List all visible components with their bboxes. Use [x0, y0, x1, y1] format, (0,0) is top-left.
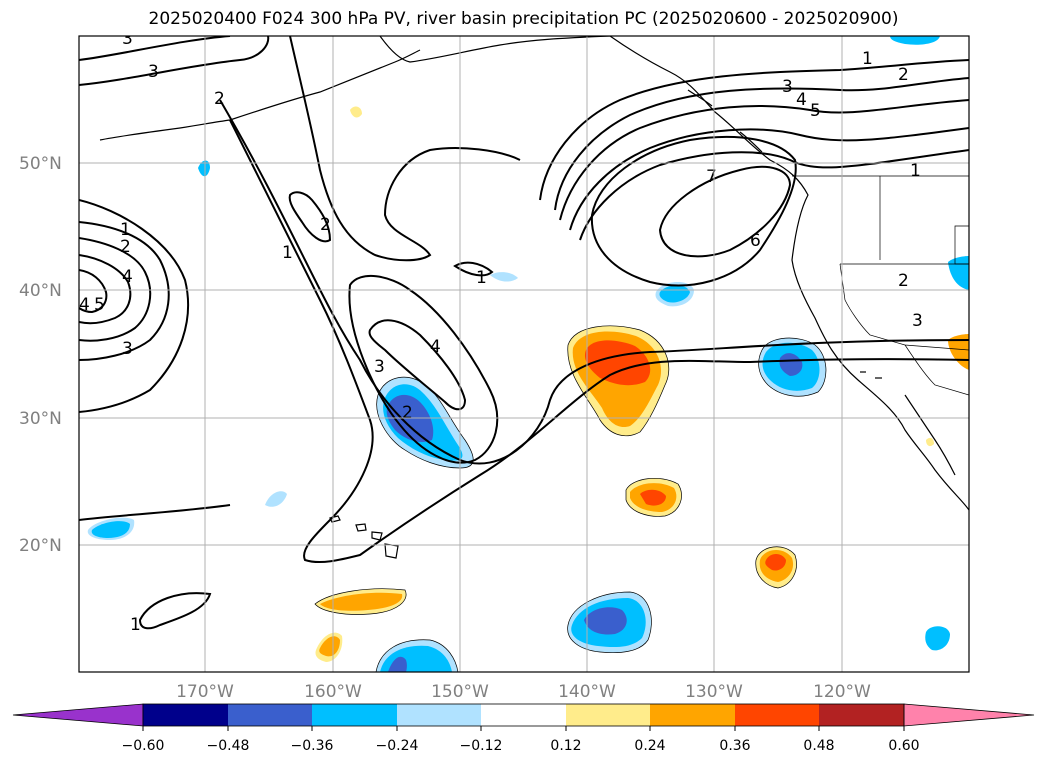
svg-text:5: 5: [94, 295, 105, 315]
pv-labels: 1 2 3 4 5 7 6 1 4 3 2 1 2 3 2 1 2 4 5 3 …: [79, 29, 923, 635]
lat-tick-30: 30°N: [19, 409, 62, 429]
colorbar-extend-low: [12, 703, 144, 727]
lon-tick-170: 170°W: [176, 682, 234, 702]
colorbar-bin-1: [143, 704, 228, 726]
lon-tick-130: 130°W: [685, 682, 743, 702]
lon-tick-150: 150°W: [431, 682, 489, 702]
lat-tick-20: 20°N: [19, 536, 62, 556]
svg-text:1: 1: [910, 161, 921, 181]
svg-text:3: 3: [122, 339, 133, 359]
colorbar-tick-label: −0.24: [376, 738, 419, 754]
svg-text:2: 2: [214, 89, 225, 109]
lon-tick-140: 140°W: [558, 682, 616, 702]
borders: [792, 175, 969, 396]
colorbar-bin-4: [397, 704, 481, 726]
colorbar-extend-high: [903, 703, 1035, 727]
svg-text:2: 2: [402, 403, 413, 423]
colorbar-tick-label: −0.60: [122, 738, 165, 754]
pv-label-3: 3: [782, 77, 793, 97]
svg-text:3: 3: [374, 357, 385, 377]
map-frame: [78, 35, 970, 673]
pv-label-4: 4: [796, 90, 807, 110]
svg-text:2: 2: [120, 237, 131, 257]
colorbar-tick-label: 0.36: [719, 738, 750, 754]
lon-tick-labels: 170°W 160°W 150°W 140°W 130°W 120°W: [176, 682, 871, 702]
colorbar-bin-7: [650, 704, 735, 726]
svg-text:3: 3: [912, 311, 923, 331]
colorbar-tick-label: −0.36: [291, 738, 334, 754]
colorbar-bin-5: [481, 704, 566, 726]
pv-label-2: 2: [898, 65, 909, 85]
lat-tick-50: 50°N: [19, 154, 62, 174]
svg-text:2: 2: [898, 271, 909, 291]
colorbar-ticks: [142, 726, 905, 731]
pv-contours: [79, 36, 969, 630]
svg-text:4: 4: [430, 337, 441, 357]
colorbar-bin-3: [312, 704, 397, 726]
lon-tick-160: 160°W: [304, 682, 362, 702]
lat-tick-labels: 50°N 40°N 30°N 20°N: [19, 154, 62, 556]
svg-text:3: 3: [148, 62, 159, 82]
map-title: 2025020400 F024 300 hPa PV, river basin …: [148, 9, 899, 29]
coastlines: [99, 36, 969, 559]
svg-text:4: 4: [122, 267, 133, 287]
map-area: 1 2 3 4 5 7 6 1 4 3 2 1 2 3 2 1 2 4 5 3 …: [79, 29, 969, 672]
precip-anomalies: [87, 36, 969, 672]
svg-text:4: 4: [79, 295, 90, 315]
colorbar-tick-label: 0.48: [803, 738, 834, 754]
pv-label-5: 5: [810, 101, 821, 121]
colorbar-bin-8: [735, 704, 819, 726]
gridlines: [79, 36, 969, 672]
svg-text:1: 1: [282, 243, 293, 263]
colorbar-tick-label: 0.60: [888, 738, 919, 754]
pv-label-1: 1: [862, 49, 873, 69]
pv-label-6: 6: [750, 231, 761, 251]
svg-text:3: 3: [122, 29, 133, 49]
colorbar-tick-label: −0.48: [207, 738, 250, 754]
lon-tick-120: 120°W: [813, 682, 871, 702]
colorbar: −0.60 −0.48 −0.36 −0.24 −0.12 0.12 0.24 …: [12, 703, 1035, 754]
svg-text:1: 1: [120, 220, 131, 240]
svg-text:1: 1: [476, 268, 487, 288]
svg-text:2: 2: [320, 215, 331, 235]
colorbar-tick-label: 0.24: [634, 738, 665, 754]
colorbar-bin-9: [819, 704, 904, 726]
colorbar-tick-label: 0.12: [550, 738, 581, 754]
svg-text:1: 1: [130, 615, 141, 635]
colorbar-bin-2: [228, 704, 312, 726]
lat-tick-40: 40°N: [19, 281, 62, 301]
pv-label-7: 7: [706, 167, 717, 187]
colorbar-tick-label: −0.12: [460, 738, 503, 754]
colorbar-bin-6: [566, 704, 650, 726]
